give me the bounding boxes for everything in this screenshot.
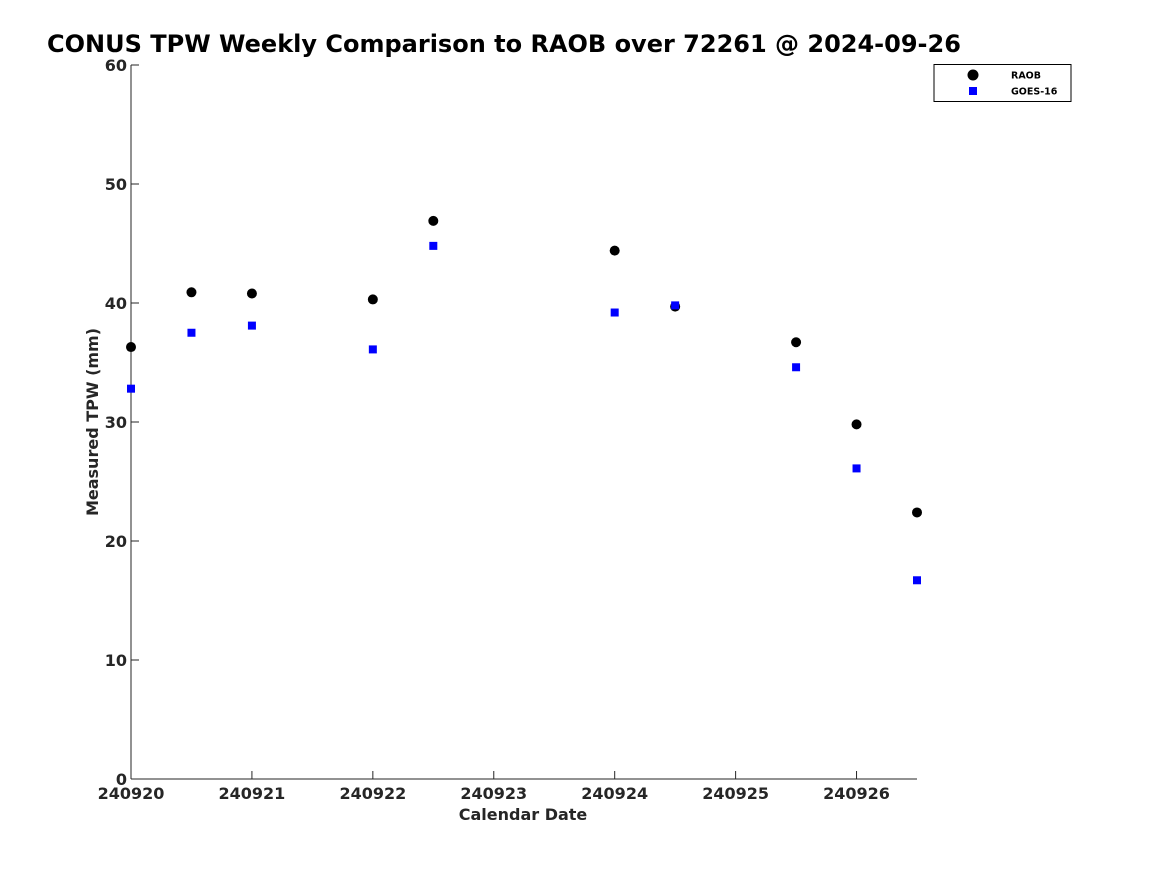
data-point [791, 337, 802, 348]
y-tick-label: 20 [105, 532, 127, 551]
data-point [187, 328, 196, 337]
legend-marker-raob [967, 69, 979, 81]
y-tick-label: 50 [105, 175, 127, 194]
y-tick-label: 60 [105, 56, 127, 75]
data-point [912, 507, 922, 518]
data-point [851, 419, 862, 430]
y-tick-label: 40 [105, 294, 127, 313]
data-point [246, 288, 257, 299]
data-point [186, 287, 197, 298]
x-tick-label: 240922 [339, 784, 406, 803]
x-tick-label: 240924 [581, 784, 648, 803]
x-tick-label: 240926 [823, 784, 890, 803]
x-tick-label: 240921 [219, 784, 286, 803]
chart-title: CONUS TPW Weekly Comparison to RAOB over… [47, 30, 961, 58]
legend-box [933, 64, 1072, 102]
data-point [126, 342, 136, 353]
data-point [671, 301, 680, 310]
data-point [610, 308, 619, 317]
legend-marker-goes16 [969, 87, 977, 95]
data-point [247, 321, 256, 330]
legend-label-raob: RAOB [1011, 71, 1041, 82]
data-point [913, 576, 921, 585]
data-point [792, 363, 801, 372]
series-layer [126, 215, 922, 585]
data-point [367, 294, 378, 305]
data-point [429, 241, 438, 250]
x-tick-label: 240920 [98, 784, 165, 803]
series-raob [126, 215, 922, 518]
y-tick-label: 0 [116, 770, 127, 789]
x-tick-label: 240923 [460, 784, 527, 803]
x-tick-group: 240920 240921 240922 240923 240924 240925 2409… [98, 771, 890, 803]
y-tick-group: 0 10 20 30 40 50 60 [105, 56, 139, 789]
y-axis-label: Measured TPW (mm) [83, 328, 102, 516]
y-tick-label: 10 [105, 651, 127, 670]
y-tick-label: 30 [105, 413, 127, 432]
x-tick-label: 240925 [702, 784, 769, 803]
data-point [428, 215, 439, 226]
data-point [368, 345, 377, 354]
legend: RAOB GOES-16 [933, 64, 1072, 102]
series-goes-16 [127, 241, 921, 585]
data-point [609, 245, 620, 256]
data-point [852, 464, 861, 473]
x-axis-label: Calendar Date [459, 805, 588, 824]
data-point [127, 384, 135, 393]
legend-label-goes16: GOES-16 [1011, 87, 1058, 98]
